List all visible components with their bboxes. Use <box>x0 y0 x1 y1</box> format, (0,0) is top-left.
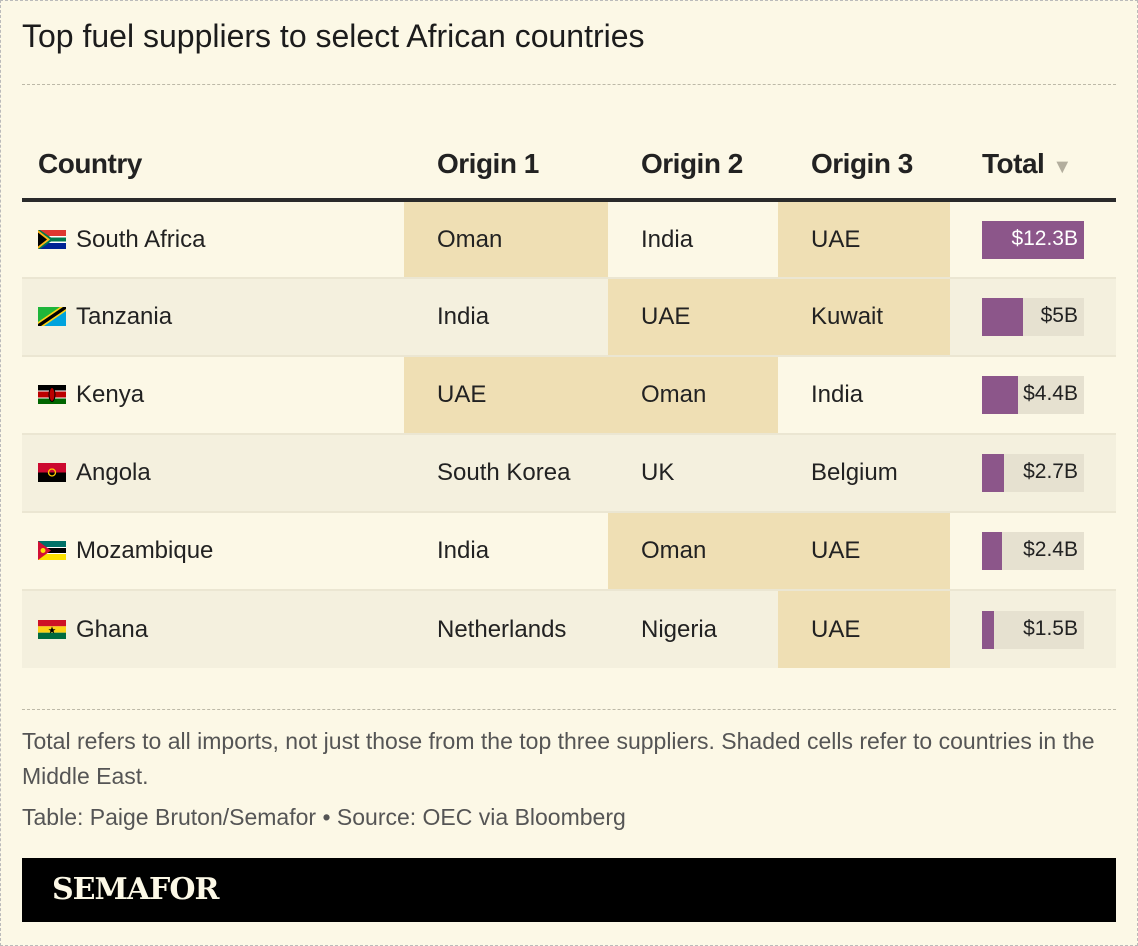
total-bar-fill <box>982 298 1024 336</box>
origin3-cell: UAE <box>778 511 950 590</box>
total-value: $4.4B <box>1023 382 1078 405</box>
country-name: Tanzania <box>76 303 173 330</box>
country-cell: Ghana <box>22 589 404 668</box>
origin1-cell: India <box>404 277 608 356</box>
total-bar-track: $1.5B <box>982 610 1084 649</box>
flag-ke-icon <box>38 385 66 404</box>
total-cell: $12.3B <box>950 199 1116 278</box>
footnote: Total refers to all imports, not just th… <box>22 728 1095 789</box>
country-cell: South Africa <box>22 199 404 278</box>
total-value: $1.5B <box>1023 616 1078 640</box>
total-value: $5B <box>1040 304 1078 327</box>
table-row: Mozambique India Oman UAE $2.4B <box>22 511 1116 590</box>
origin3-cell: UAE <box>778 589 950 668</box>
country-name: Mozambique <box>76 537 214 564</box>
origin1-cell: South Korea <box>404 433 608 512</box>
table-row: South Africa Oman India UAE $12.3B <box>22 199 1116 278</box>
total-bar-track: $12.3B <box>982 220 1084 259</box>
semafor-logo: SEMAFOR <box>52 872 219 907</box>
flag-ao-icon <box>38 463 66 482</box>
flag-mz-icon <box>38 541 66 560</box>
country-cell: Tanzania <box>22 277 404 356</box>
divider <box>22 709 1116 710</box>
total-bar-track: $5B <box>982 298 1084 336</box>
origin2-cell: Oman <box>608 355 778 434</box>
origin1-cell: India <box>404 511 608 590</box>
total-bar-fill <box>982 610 995 649</box>
origin2-cell: UK <box>608 433 778 512</box>
total-bar-track: $4.4B <box>982 376 1084 414</box>
origin1-cell: Netherlands <box>404 589 608 668</box>
country-cell: Angola <box>22 433 404 512</box>
origin1-cell: Oman <box>404 199 608 278</box>
total-bar-track: $2.7B <box>982 454 1084 492</box>
total-cell: $4.4B <box>950 355 1116 434</box>
country-cell: Mozambique <box>22 511 404 590</box>
sort-descending-icon[interactable]: ▼ <box>1052 156 1072 178</box>
total-bar-track: $2.4B <box>982 532 1084 570</box>
country-name: Ghana <box>76 615 149 643</box>
origin3-cell: India <box>778 355 950 434</box>
total-bar-fill <box>982 220 1084 259</box>
total-cell: $2.7B <box>950 433 1116 512</box>
table-row: Tanzania India UAE Kuwait $5B <box>22 277 1116 356</box>
origin3-cell: Kuwait <box>778 277 950 356</box>
divider <box>22 84 1116 85</box>
flag-tz-icon <box>38 307 66 326</box>
table-row: Angola South Korea UK Belgium $2.7B <box>22 433 1116 512</box>
total-cell: $5B <box>950 277 1116 356</box>
fuel-suppliers-table: Country Origin 1 Origin 2 Origin 3 Total… <box>22 130 1116 668</box>
total-bar-fill <box>982 454 1005 492</box>
origin1-cell: UAE <box>404 355 608 434</box>
country-name: South Africa <box>76 225 206 253</box>
total-value: $2.7B <box>1023 460 1078 483</box>
header-origin3[interactable]: Origin 3 <box>778 130 950 202</box>
origin2-cell: Nigeria <box>608 589 778 668</box>
footer-bar: SEMAFOR <box>22 858 1116 922</box>
country-cell: Kenya <box>22 355 404 434</box>
total-bar-fill <box>982 376 1019 414</box>
header-total-label: Total <box>982 148 1045 179</box>
table-row: Kenya UAE Oman India $4.4B <box>22 355 1116 434</box>
flag-za-icon <box>38 229 66 249</box>
header-country[interactable]: Country <box>22 130 404 202</box>
header-total[interactable]: Total ▼ <box>950 130 1116 202</box>
origin3-cell: UAE <box>778 199 950 278</box>
total-value: $12.3B <box>1011 226 1078 250</box>
origin2-cell: UAE <box>608 277 778 356</box>
header-origin2[interactable]: Origin 2 <box>608 130 778 202</box>
source-credit: Table: Paige Bruton/Semafor • Source: OE… <box>22 804 626 830</box>
total-value: $2.4B <box>1023 538 1078 561</box>
total-cell: $2.4B <box>950 511 1116 590</box>
country-name: Kenya <box>76 381 145 408</box>
chart-title: Top fuel suppliers to select African cou… <box>22 18 645 54</box>
total-cell: $1.5B <box>950 589 1116 668</box>
origin2-cell: Oman <box>608 511 778 590</box>
origin3-cell: Belgium <box>778 433 950 512</box>
header-origin1[interactable]: Origin 1 <box>404 130 608 202</box>
origin2-cell: India <box>608 199 778 278</box>
flag-gh-icon <box>38 619 66 639</box>
table-row: Ghana Netherlands Nigeria UAE $1.5B <box>22 589 1116 668</box>
country-name: Angola <box>76 459 151 486</box>
total-bar-fill <box>982 532 1002 570</box>
